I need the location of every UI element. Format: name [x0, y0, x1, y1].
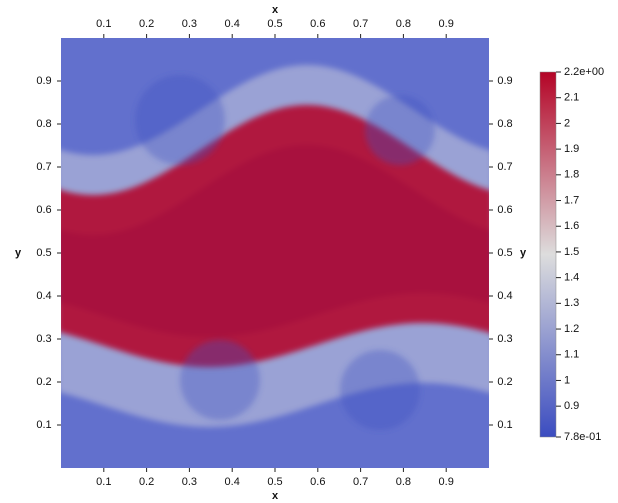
x-tick-label: 0.3 [182, 476, 197, 488]
y-tick-label: 0.6 [36, 204, 51, 216]
x-axis-label: x [272, 4, 279, 16]
y-tick-label: 0.4 [36, 290, 51, 302]
vortex [180, 340, 260, 420]
y-tick-label: 0.6 [497, 204, 512, 216]
colorbar-tick-label: 1.7 [564, 194, 579, 206]
colorbar-tick-label: 1.4 [564, 272, 579, 284]
y-tick-label: 0.1 [36, 419, 51, 431]
colorbar-tick-label: 1.5 [564, 246, 579, 258]
colorbar-tick-label: 1.2 [564, 323, 579, 335]
x-tick-label: 0.6 [310, 476, 325, 488]
y-tick-label: 0.5 [36, 247, 51, 259]
colorbar-tick-label: 1.9 [564, 143, 579, 155]
y-tick-label: 0.5 [497, 247, 512, 259]
field-image [61, 38, 489, 468]
x-tick-label: 0.1 [96, 476, 111, 488]
x-tick-label: 0.4 [225, 18, 240, 30]
x-tick-label: 0.7 [353, 476, 368, 488]
y-tick-label: 0.7 [36, 161, 51, 173]
colorbar-tick-label: 1.6 [564, 220, 579, 232]
colorbar-tick-label: 7.8e-01 [564, 431, 601, 443]
colorbar-tick-label: 2.1 [564, 92, 579, 104]
vortex [340, 350, 420, 430]
x-tick-label: 0.2 [139, 18, 154, 30]
y-tick-label: 0.3 [36, 333, 51, 345]
vortex [135, 75, 225, 165]
y-tick-label: 0.8 [497, 118, 512, 130]
y-tick-label: 0.9 [36, 75, 51, 87]
y-axis-label: y [520, 247, 527, 259]
y-tick-label: 0.8 [36, 118, 51, 130]
colorbar-tick-label: 0.9 [564, 400, 579, 412]
y-tick-label: 0.3 [497, 333, 512, 345]
y-tick-label: 0.4 [497, 290, 512, 302]
x-tick-label: 0.4 [225, 476, 240, 488]
x-tick-label: 0.5 [267, 476, 282, 488]
colorbar-tick-label: 1.3 [564, 297, 579, 309]
vortex [365, 95, 435, 165]
colorbar-tick-label: 2.2e+00 [564, 66, 604, 78]
colorbar-tick-label: 2 [564, 117, 570, 129]
colorbar-tick-label: 1.1 [564, 349, 579, 361]
y-tick-label: 0.2 [36, 376, 51, 388]
x-tick-label: 0.3 [182, 18, 197, 30]
dense-band [61, 105, 489, 367]
x-tick-label: 0.1 [96, 18, 111, 30]
x-tick-label: 0.7 [353, 18, 368, 30]
y-axis-label: y [15, 247, 22, 259]
colorbar-tick-label: 1 [564, 374, 570, 386]
x-tick-label: 0.2 [139, 476, 154, 488]
x-axis-label: x [272, 490, 279, 502]
y-tick-label: 0.9 [497, 75, 512, 87]
x-tick-label: 0.9 [439, 18, 454, 30]
y-tick-label: 0.1 [497, 419, 512, 431]
x-tick-label: 0.8 [396, 18, 411, 30]
x-tick-label: 0.9 [439, 476, 454, 488]
y-tick-label: 0.2 [497, 376, 512, 388]
x-tick-label: 0.8 [396, 476, 411, 488]
x-tick-label: 0.6 [310, 18, 325, 30]
colorbar [539, 71, 557, 438]
y-tick-label: 0.7 [497, 161, 512, 173]
colorbar-tick-label: 1.8 [564, 169, 579, 181]
x-tick-label: 0.5 [267, 18, 282, 30]
